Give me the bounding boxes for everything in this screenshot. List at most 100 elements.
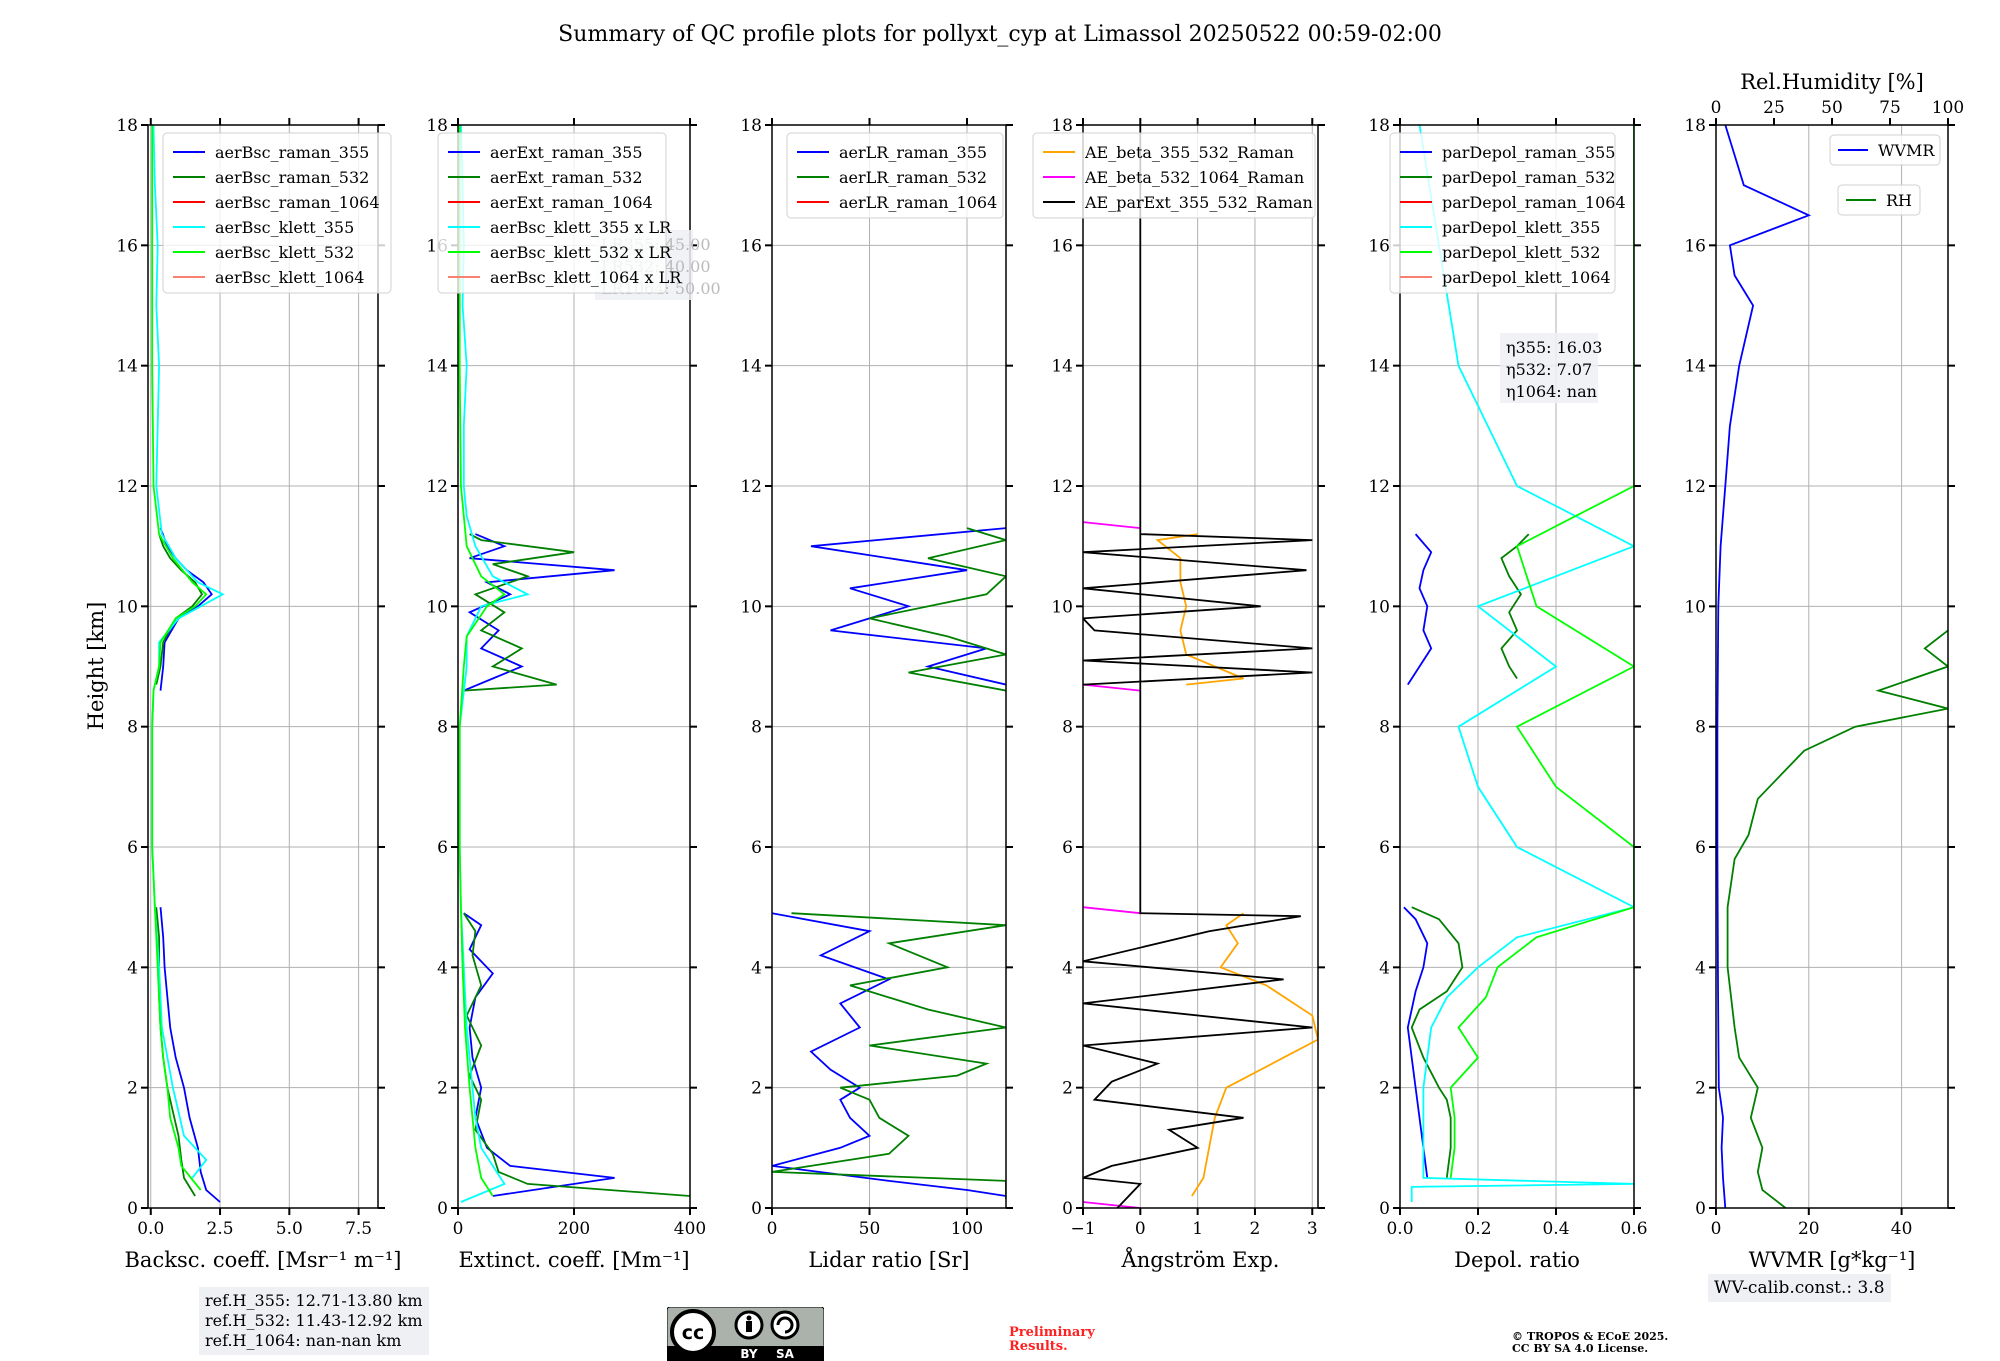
series-group xyxy=(1083,125,1318,1208)
series-line-ae-parext-355-532-raman xyxy=(1083,125,1313,1208)
x-axis-label: Ångström Exp. xyxy=(1121,1247,1280,1272)
legend-entry-label: aerBsc_klett_532 x LR xyxy=(490,243,672,262)
y-tick-label: 16 xyxy=(1684,236,1706,256)
legend-entry-label: aerExt_raman_1064 xyxy=(490,193,653,212)
x-tick-label: 7.5 xyxy=(345,1219,372,1239)
y-tick-label: 12 xyxy=(1684,477,1706,497)
legend-entry-label: parDepol_raman_355 xyxy=(1442,143,1615,162)
series-line-pardepol-raman-355 xyxy=(1403,533,1433,1179)
legend-box xyxy=(1032,132,1316,219)
cc-text: cc xyxy=(682,1322,705,1344)
panel-lidar_ratio: 0 2 4 6 8 10 12 14 16 18 0 50 100 Lidar ratio [Sr] aer… xyxy=(740,116,1013,1272)
series-line-aerext-raman-532 xyxy=(463,533,690,1197)
y-tick-label: 10 xyxy=(1368,597,1390,617)
x2-tick-label: 100 xyxy=(1932,98,1964,118)
y-tick-label: 8 xyxy=(1695,718,1706,738)
y-tick-label: 8 xyxy=(1062,718,1073,738)
x-tick-label: 0 xyxy=(767,1219,778,1239)
legend-entry-label: aerExt_raman_355 xyxy=(490,143,643,162)
y-tick-label: 14 xyxy=(1368,357,1390,377)
x-tick-label: 0 xyxy=(1711,1219,1722,1239)
y-tick-label: 4 xyxy=(1695,958,1706,978)
x-tick-label: 0.0 xyxy=(1386,1219,1413,1239)
annotation-text: η355: 16.03 xyxy=(1506,338,1602,357)
legend-box xyxy=(1389,132,1616,294)
y-tick-label: 0 xyxy=(1695,1199,1706,1219)
x-axis-label: Depol. ratio xyxy=(1454,1248,1580,1272)
y-tick-label: 6 xyxy=(1062,838,1073,858)
x2-tick-label: 25 xyxy=(1763,98,1785,118)
annotation-text: η532: 7.07 xyxy=(1506,360,1592,379)
legend-entry-label: AE_beta_355_532_Raman xyxy=(1084,143,1294,162)
y-tick-label: 10 xyxy=(116,597,138,617)
legend-entry-label: aerExt_raman_532 xyxy=(490,168,643,187)
y-tick-label: 12 xyxy=(426,477,448,497)
y-tick-label: 12 xyxy=(116,477,138,497)
y-tick-label: 16 xyxy=(1368,236,1390,256)
y-tick-label: 6 xyxy=(1379,838,1390,858)
y-tick-label: 6 xyxy=(751,838,762,858)
y-tick-label: 8 xyxy=(751,718,762,738)
axes-frame xyxy=(1399,124,1635,1209)
series-line-pardepol-klett-355 xyxy=(1410,125,1634,1202)
legend-entry-label: aerBsc_klett_355 x LR xyxy=(490,218,672,237)
y-tick-label: 10 xyxy=(740,597,762,617)
series-group xyxy=(772,527,1006,1199)
x-tick-label: −1 xyxy=(1070,1219,1095,1239)
x-tick-label: 100 xyxy=(951,1219,983,1239)
y-tick-label: 8 xyxy=(437,718,448,738)
series-line-pardepol-klett-532 xyxy=(1449,125,1634,1179)
legend-box xyxy=(1829,134,1941,166)
series-line-aerbsc-klett-532-x-lr xyxy=(458,125,506,1197)
y-tick-label: 8 xyxy=(1379,718,1390,738)
series-line-pardepol-raman-532 xyxy=(1410,533,1530,1179)
y-tick-label: 4 xyxy=(1379,958,1390,978)
y-tick-label: 2 xyxy=(127,1079,138,1099)
axes-frame xyxy=(771,124,1007,1209)
series-line-aerlr-raman-355 xyxy=(772,527,1006,1197)
y-tick-label: 2 xyxy=(1062,1079,1073,1099)
y-tick-label: 2 xyxy=(1379,1079,1390,1099)
x2-axis-label: Rel.Humidity [%] xyxy=(1740,70,1924,94)
preliminary-line-1: Preliminary xyxy=(1009,1325,1095,1340)
y-tick-label: 14 xyxy=(1051,357,1073,377)
ref-height-532: ref.H_532: 11.43-12.92 km xyxy=(205,1311,423,1330)
copyright-note: © TROPOS & ECoE 2025. CC BY SA 4.0 Licen… xyxy=(1512,1331,1668,1355)
y-tick-label: 2 xyxy=(437,1079,448,1099)
legend-entry-label: RH xyxy=(1886,191,1912,210)
legend-box xyxy=(437,132,667,294)
wv-calib-box: WV-calib.const.: 3.8 xyxy=(1708,1274,1891,1302)
legend-entry-label: aerBsc_raman_532 xyxy=(215,168,369,187)
x-tick-label: 2.5 xyxy=(207,1219,234,1239)
x-tick-label: 200 xyxy=(558,1219,590,1239)
cc-icon xyxy=(670,1309,716,1355)
y-tick-label: 14 xyxy=(740,357,762,377)
x-tick-label: 20 xyxy=(1798,1219,1820,1239)
y-tick-label: 18 xyxy=(426,116,448,136)
legend-entry-label: WVMR xyxy=(1878,141,1935,160)
series-line-aerbsc-raman-532 xyxy=(155,533,204,1197)
x2-tick-label: 0 xyxy=(1711,98,1722,118)
x-tick-label: 0.2 xyxy=(1464,1219,1491,1239)
preliminary-results-note: Preliminary Results. xyxy=(1009,1326,1095,1354)
ref-height-box: ref.H_355: 12.71-13.80 km ref.H_532: 11.… xyxy=(199,1287,429,1355)
x-tick-label: 2 xyxy=(1250,1219,1261,1239)
y-tick-label: 16 xyxy=(116,236,138,256)
copyright-line-2: CC BY SA 4.0 License. xyxy=(1512,1342,1649,1355)
y-tick-label: 6 xyxy=(437,838,448,858)
series-line-rh xyxy=(1726,629,1948,1208)
legend-entry-label: AE_parExt_355_532_Raman xyxy=(1084,193,1313,212)
legend-entry-label: aerLR_raman_1064 xyxy=(839,193,997,212)
y-tick-label: 0 xyxy=(1379,1199,1390,1219)
y-tick-label: 4 xyxy=(437,958,448,978)
legend-entry-label: parDepol_klett_532 xyxy=(1442,243,1600,262)
x-tick-label: 0.0 xyxy=(137,1219,164,1239)
panel-depol: 0 2 4 6 8 10 12 14 16 18 0.0 0.2 0.4 0.6 Depol. ratio η… xyxy=(1368,116,1647,1272)
figure-title: Summary of QC profile plots for pollyxt_… xyxy=(558,22,1442,47)
legend-entry-label: aerLR_raman_355 xyxy=(839,143,987,162)
x-axis-label: WVMR [g*kg⁻¹] xyxy=(1749,1248,1916,1272)
x-tick-label: 0 xyxy=(453,1219,464,1239)
legend-entry-label: parDepol_raman_532 xyxy=(1442,168,1615,187)
